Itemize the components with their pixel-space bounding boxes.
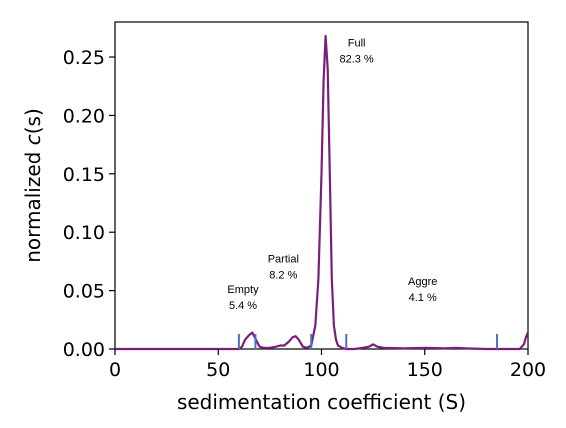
annotation-percent: 82.3 %	[339, 54, 373, 66]
annotation-label: Full	[348, 38, 366, 50]
plot-area	[114, 21, 530, 351]
y-tick-label: 0.20	[63, 105, 105, 127]
axis-ticks: 0 50 100 150 200 0.00 0.05 0.10 0.15 0.20 0.25	[63, 47, 546, 381]
y-tick-label: 0.25	[63, 47, 105, 69]
y-axis-label-prefix: normalized	[21, 145, 45, 263]
annotation-percent: 5.4 %	[229, 300, 257, 312]
y-tick-label: 0.15	[63, 164, 105, 186]
y-tick-label: 0.10	[63, 222, 105, 244]
annotation-label: Partial	[268, 254, 299, 266]
annotation-label: Aggre	[408, 276, 437, 288]
annotations: Empty 5.4 % Partial 8.2 % Full 82.3 % Aggre 4.1…	[227, 38, 437, 312]
annotation-label: Empty	[227, 284, 259, 296]
x-tick-label: 0	[109, 359, 121, 381]
y-axis-label-suffix: (s)	[21, 108, 45, 134]
annotation-percent: 8.2 %	[269, 270, 297, 282]
x-tick-label: 150	[407, 359, 443, 381]
x-tick-label: 200	[510, 359, 546, 381]
y-tick-label: 0.05	[63, 281, 105, 303]
series-line	[115, 34, 530, 351]
x-tick-label: 100	[303, 359, 339, 381]
x-tick-label: 50	[206, 359, 230, 381]
y-axis-label-italic: c	[21, 134, 45, 145]
x-axis-label: sedimentation coefficient (S)	[177, 390, 466, 414]
y-tick-label: 0.00	[63, 339, 105, 361]
annotation-percent: 4.1 %	[409, 292, 437, 304]
y-axis-label: normalized c(s)	[21, 108, 45, 263]
